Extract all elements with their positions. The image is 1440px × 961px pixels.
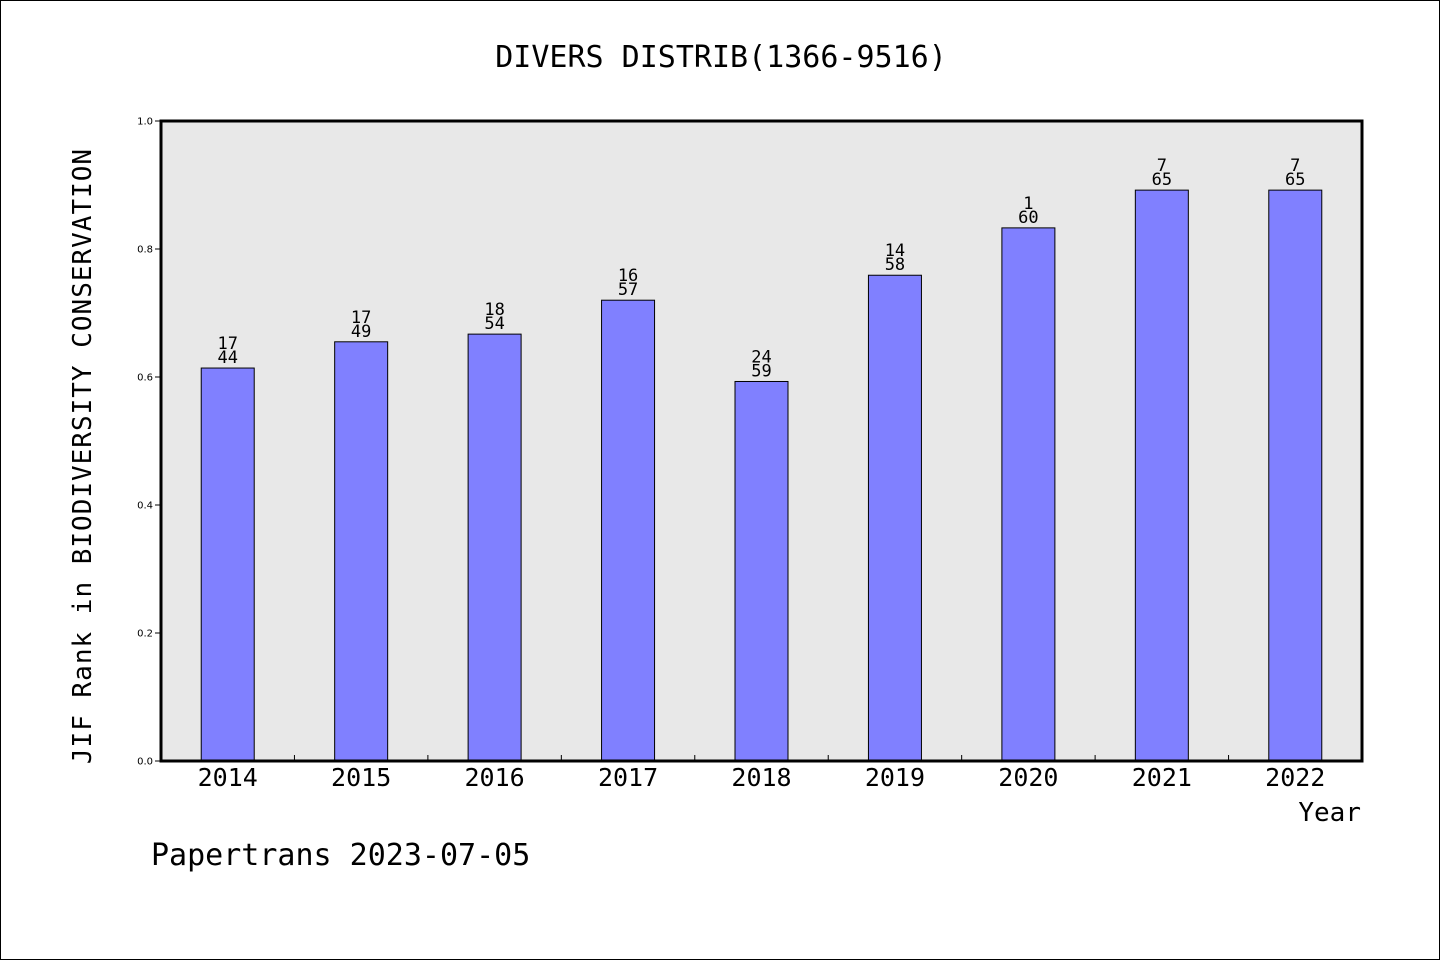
x-tick-label: 2022 bbox=[1265, 763, 1325, 792]
bar-rank-label: 7 bbox=[1157, 156, 1167, 176]
x-tick-label: 2016 bbox=[465, 763, 525, 792]
y-tick-label: 0.0 bbox=[137, 757, 153, 768]
bar-total-label: 65 bbox=[1285, 170, 1305, 190]
x-tick-label: 2019 bbox=[865, 763, 925, 792]
y-tick-label: 0.4 bbox=[137, 501, 153, 512]
y-tick-label: 0.6 bbox=[137, 373, 153, 384]
y-axis-ticks: 0.0 0.2 0.4 0.6 0.8 1.0 bbox=[137, 117, 161, 768]
bar-2021 bbox=[1134, 189, 1189, 762]
bar-total-label: 65 bbox=[1152, 170, 1172, 190]
bar-total-label: 54 bbox=[484, 314, 504, 334]
bar-rank-label: 16 bbox=[618, 266, 638, 286]
bar-2016 bbox=[467, 333, 522, 762]
bar-2018 bbox=[734, 380, 789, 762]
bar-rank-label: 18 bbox=[484, 300, 504, 320]
bar-total-label: 58 bbox=[885, 255, 905, 275]
x-tick-label: 2017 bbox=[598, 763, 658, 792]
x-tick-label: 2021 bbox=[1132, 763, 1192, 792]
y-tick-label: 0.2 bbox=[137, 629, 153, 640]
bar-total-label: 44 bbox=[217, 348, 237, 368]
footer-credit: Papertrans 2023-07-05 bbox=[151, 838, 530, 873]
chart-title: DIVERS DISTRIB(1366-9516) bbox=[495, 40, 947, 75]
plot-border bbox=[159, 119, 1364, 763]
bar-2020 bbox=[1001, 227, 1056, 762]
bar-total-label: 57 bbox=[618, 280, 638, 300]
bar-2019 bbox=[867, 274, 922, 762]
bar-2014 bbox=[200, 367, 255, 762]
x-tick-label: 2015 bbox=[331, 763, 391, 792]
bar-total-label: 60 bbox=[1018, 208, 1038, 228]
bar-rank-label: 7 bbox=[1290, 156, 1300, 176]
bar-rank-label: 14 bbox=[885, 241, 905, 261]
bar-rank-label: 1 bbox=[1023, 194, 1033, 214]
x-tick-label: 2018 bbox=[731, 763, 791, 792]
x-tick-label: 2020 bbox=[998, 763, 1058, 792]
x-axis-ticks: 2014 2015 2016 2017 2018 2019 2020 2021 2022 bbox=[198, 755, 1325, 792]
y-tick-label: 1.0 bbox=[137, 117, 153, 128]
bar-total-label: 59 bbox=[751, 361, 771, 381]
bar-2015 bbox=[334, 341, 389, 762]
bar-total-label: 49 bbox=[351, 322, 371, 342]
x-tick-label: 2014 bbox=[198, 763, 258, 792]
bar-2017 bbox=[601, 299, 656, 762]
bar-2022 bbox=[1268, 189, 1323, 762]
x-axis-label: Year bbox=[1298, 798, 1361, 828]
bar-rank-label: 17 bbox=[351, 308, 371, 328]
y-tick-label: 0.8 bbox=[137, 245, 153, 256]
bars-group bbox=[200, 189, 1323, 762]
bar-rank-label: 17 bbox=[217, 334, 237, 354]
y-axis-label: JIF Rank in BIODIVERSITY CONSERVATION bbox=[68, 148, 98, 764]
bar-rank-label: 24 bbox=[751, 347, 771, 367]
